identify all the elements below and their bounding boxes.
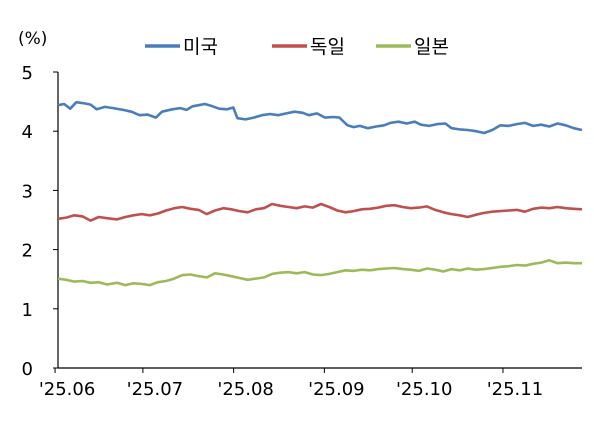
legend-label: 미국 (183, 36, 218, 58)
legend: 미국 독일 일본 (145, 36, 449, 58)
x-tick-label: '25.10 (396, 379, 452, 400)
y-tick-label: 1 (22, 300, 33, 321)
x-tick-label: '25.06 (39, 379, 95, 400)
series-layer (57, 100, 583, 287)
x-tick-label: '25.09 (308, 379, 364, 400)
legend-label: 독일 (310, 36, 345, 58)
series-line-1 (57, 100, 583, 135)
series-line-2 (57, 202, 583, 222)
series-line-3 (57, 259, 582, 287)
x-tick-label: '25.07 (127, 379, 183, 400)
x-axis: '25.06 '25.07 '25.08 '25.09 '25.10 '25.11 (39, 367, 582, 400)
y-tick-label: 3 (22, 181, 33, 202)
y-tick-label: 2 (22, 241, 33, 262)
x-tick-label: '25.11 (487, 379, 543, 400)
y-tick-label: 0 (22, 359, 33, 380)
y-unit-label: (%) (18, 29, 47, 49)
legend-label: 일본 (414, 36, 449, 58)
y-tick-label: 4 (22, 122, 33, 143)
x-tick-label: '25.08 (217, 379, 273, 400)
y-tick-label: 5 (22, 63, 33, 84)
